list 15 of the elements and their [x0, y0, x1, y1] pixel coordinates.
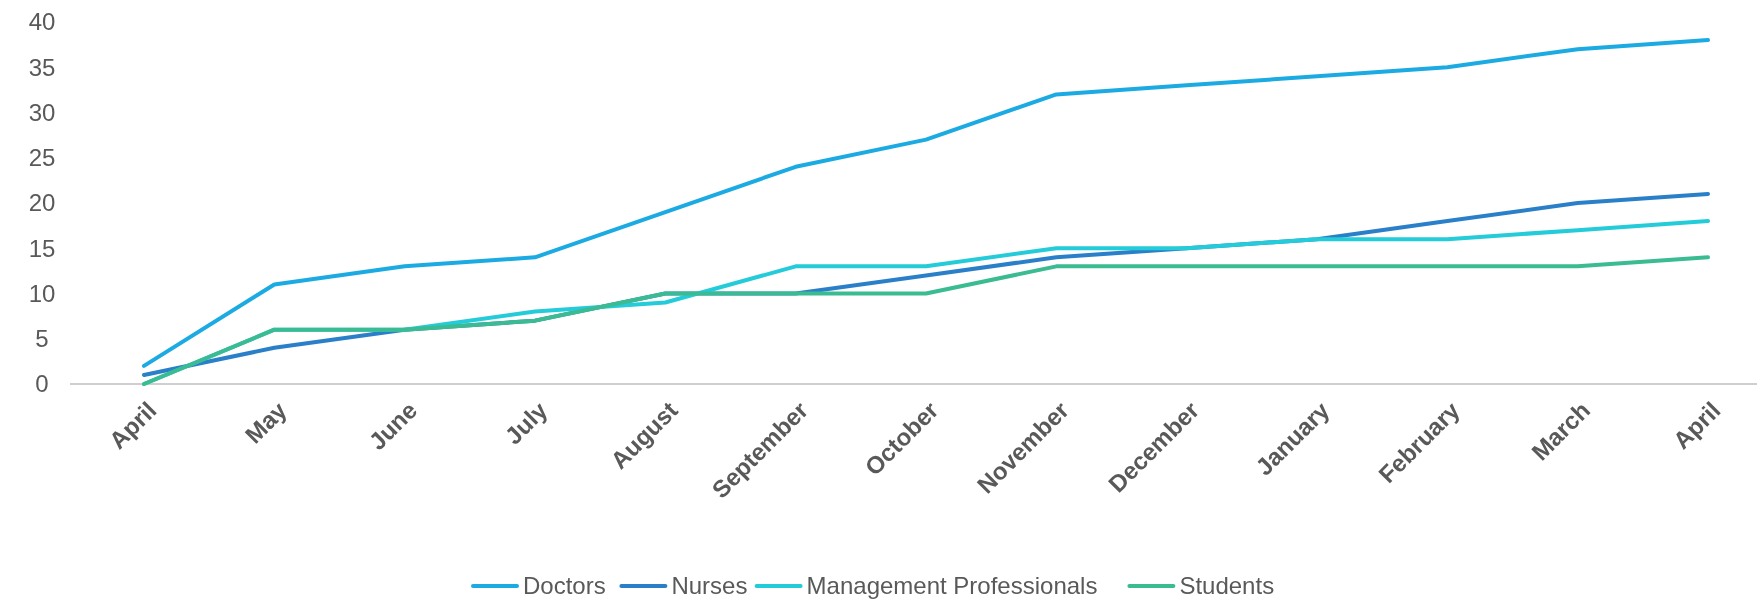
- y-tick-label: 15: [28, 234, 56, 262]
- y-tick-label: 40: [28, 8, 56, 36]
- y-tick-label: 30: [28, 98, 56, 126]
- legend-label: Nurses: [671, 572, 748, 600]
- legend-label: Management Professionals: [806, 572, 1098, 600]
- line-series: [142, 38, 1710, 368]
- line-series: [142, 255, 1710, 386]
- y-tick-label: 0: [35, 370, 49, 398]
- y-tick-label: 35: [28, 53, 56, 81]
- y-tick-label: 10: [28, 279, 56, 307]
- y-tick-label: 25: [28, 144, 56, 172]
- y-tick-label: 5: [35, 325, 49, 353]
- y-tick-label: 20: [28, 189, 56, 217]
- legend-label: Doctors: [523, 572, 606, 600]
- legend-label: Students: [1179, 572, 1275, 600]
